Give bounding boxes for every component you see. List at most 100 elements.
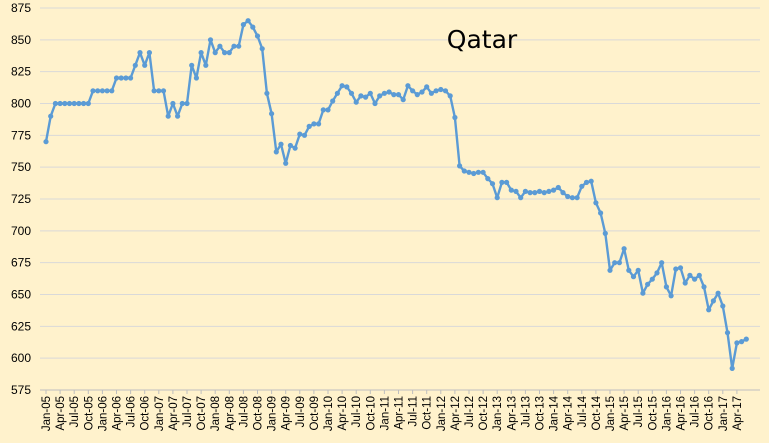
data-point: [311, 121, 317, 127]
y-tick-label: 625: [11, 319, 31, 333]
data-point: [146, 50, 152, 56]
y-tick-label: 775: [11, 128, 31, 142]
data-point: [701, 284, 707, 290]
data-point: [485, 176, 491, 182]
data-point: [165, 113, 171, 119]
data-point: [583, 179, 590, 185]
data-point: [334, 90, 340, 96]
data-point: [316, 121, 322, 127]
series-group: [43, 18, 749, 371]
x-tick-label: Apr-10: [337, 396, 349, 431]
data-point: [616, 260, 623, 266]
data-point: [593, 200, 599, 206]
x-tick-label: Oct-07: [196, 396, 208, 431]
y-tick-label: 600: [11, 351, 31, 365]
x-tick-label: Jul-06: [126, 396, 138, 427]
y-tick-label: 675: [11, 256, 31, 270]
data-point: [184, 100, 190, 107]
data-point: [43, 139, 49, 145]
data-point: [598, 210, 604, 216]
data-point: [588, 178, 594, 184]
data-point: [532, 190, 538, 196]
data-point: [715, 290, 721, 296]
data-point: [287, 142, 293, 149]
x-tick-label: Jan-17: [718, 396, 730, 431]
data-point: [677, 265, 684, 271]
data-point: [348, 90, 355, 96]
data-point: [283, 160, 289, 166]
data-point: [471, 170, 477, 177]
data-point: [461, 168, 467, 174]
data-point: [381, 90, 387, 96]
data-point: [649, 276, 655, 282]
data-point: [724, 330, 731, 336]
data-point: [395, 92, 402, 98]
data-point: [560, 190, 566, 196]
data-point: [527, 190, 533, 196]
data-point: [189, 62, 195, 68]
x-tick-label: Oct-08: [253, 396, 265, 431]
data-point: [687, 272, 693, 278]
data-point: [231, 43, 237, 49]
data-point: [156, 88, 162, 94]
data-point: [217, 43, 223, 49]
data-point: [635, 267, 641, 273]
data-point: [419, 89, 425, 95]
data-point: [654, 270, 660, 276]
x-tick-label: Apr-06: [112, 396, 124, 431]
data-point: [278, 141, 284, 147]
data-point: [377, 93, 383, 99]
x-tick-label: Jul-14: [577, 395, 589, 427]
y-tick-label: 700: [11, 224, 31, 238]
x-tick-label: Jul-08: [238, 396, 250, 427]
x-tick-label: Jul-16: [690, 396, 702, 427]
data-point: [52, 100, 59, 107]
x-tick-label: Jul-05: [69, 396, 81, 427]
data-point: [734, 340, 740, 346]
data-point: [193, 75, 199, 81]
data-point: [645, 281, 651, 287]
data-point: [424, 84, 430, 90]
data-point: [203, 62, 209, 68]
y-axis-ticks: 575 600 625 650 675 700 725 750 775 800 825 850 875: [11, 1, 31, 397]
x-tick-label: Apr-15: [619, 396, 631, 431]
x-tick-label: Jul-09: [295, 396, 307, 427]
x-tick-label: Jan-08: [210, 396, 222, 431]
data-point: [508, 187, 514, 193]
data-point: [142, 62, 148, 68]
data-point: [128, 75, 134, 81]
data-point: [640, 290, 646, 296]
x-tick-label: Oct-15: [647, 396, 659, 431]
x-tick-label: Jul-13: [520, 396, 532, 427]
y-tick-label: 800: [11, 97, 31, 111]
data-point: [95, 88, 101, 94]
data-point: [269, 111, 275, 117]
y-tick-label: 850: [11, 33, 31, 47]
data-point: [104, 88, 110, 94]
data-point: [692, 276, 698, 282]
data-point: [457, 163, 463, 169]
y-tick-label: 825: [11, 65, 31, 79]
data-point: [452, 114, 458, 121]
data-point: [132, 62, 138, 68]
data-point: [66, 100, 73, 107]
x-tick-label: Jan-07: [154, 396, 166, 431]
data-point: [372, 100, 378, 107]
data-point: [696, 272, 702, 278]
chart-title: Qatar: [447, 25, 518, 54]
data-point: [541, 190, 547, 196]
x-tick-label: Oct-12: [478, 396, 490, 431]
data-point: [574, 195, 580, 201]
data-point: [236, 43, 242, 49]
data-point: [729, 365, 735, 371]
data-point: [123, 75, 129, 81]
x-axis-ticks: Jan-05 Apr-05 Jul-05 Oct-05 Jan-06 Apr-06 Jul-…: [41, 390, 744, 431]
x-tick-label: Jul-07: [182, 396, 194, 427]
data-point: [612, 260, 618, 266]
y-tick-label: 875: [11, 1, 31, 15]
data-point: [410, 88, 416, 94]
data-point: [85, 100, 91, 107]
data-point: [480, 169, 486, 175]
